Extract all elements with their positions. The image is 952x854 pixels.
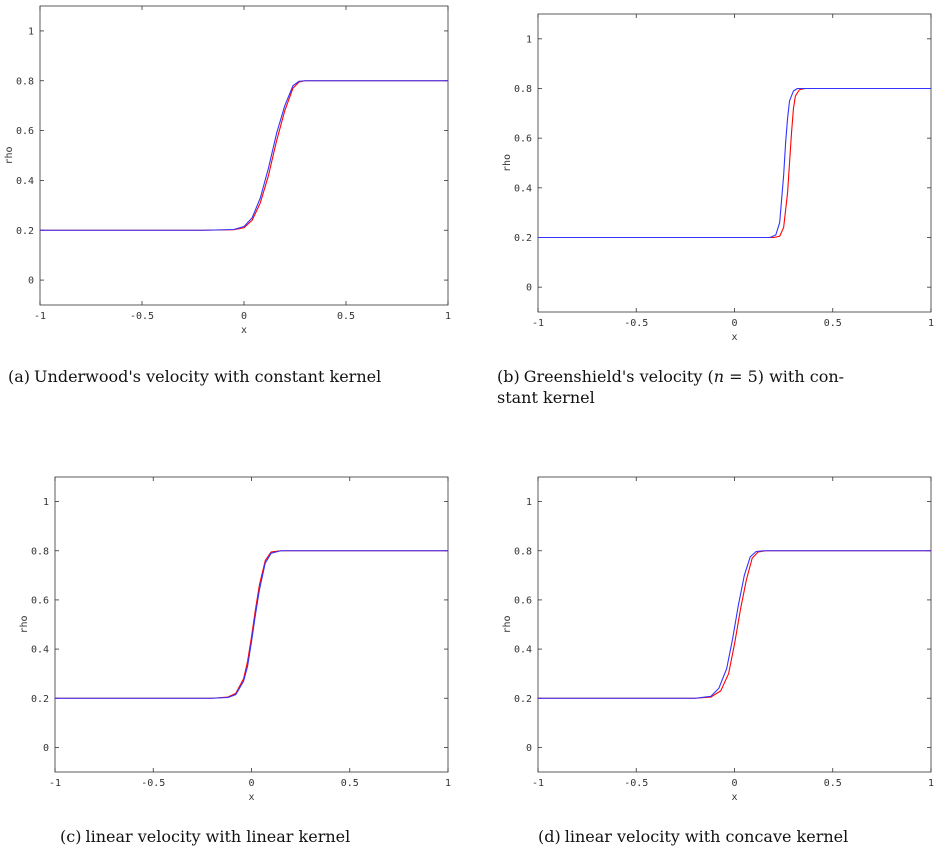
x-tick-label: 0.5 <box>824 318 842 329</box>
y-tick-label: 0 <box>526 743 532 754</box>
chart-panel-c: -1 -0.5 0 0.5 1 0 0.2 0.4 0.6 0.8 1 x rho <box>0 460 460 810</box>
chart-b-svg: -1 -0.5 0 0.5 1 0 0.2 0.4 0.6 0.8 1 x rho <box>502 13 934 343</box>
caption-b-math: n <box>713 367 725 386</box>
series-line-2 <box>54 550 449 699</box>
x-tick-label: 0 <box>731 778 737 789</box>
caption-c: (c) linear velocity with linear kernel <box>60 826 460 847</box>
x-tick-label: -0.5 <box>130 311 154 322</box>
y-tick-label: 0.8 <box>514 546 532 557</box>
x-tick-label: -0.5 <box>141 778 165 789</box>
x-axis-label: x <box>731 792 737 803</box>
y-tick-label: 0.6 <box>514 134 532 145</box>
caption-c-prefix: (c) <box>60 827 82 846</box>
y-tick-label: 0.4 <box>514 183 532 194</box>
y-tick-label: 0.4 <box>16 176 34 187</box>
y-tick-label: 0.2 <box>31 694 49 705</box>
caption-b-text-before: Greenshield's velocity ( <box>523 367 714 386</box>
x-axis-label: x <box>241 325 247 336</box>
plot-frame <box>54 476 449 773</box>
x-axis-label: x <box>731 332 737 343</box>
caption-a-prefix: (a) <box>8 367 31 386</box>
y-tick-label: 0 <box>28 276 34 287</box>
y-tick-label: 1 <box>28 26 34 37</box>
chart-d-svg: -1 -0.5 0 0.5 1 0 0.2 0.4 0.6 0.8 1 x rho <box>502 476 934 803</box>
y-tick-label: 0.4 <box>514 645 532 656</box>
series-line-1 <box>39 80 449 231</box>
x-tick-label: 1 <box>928 318 934 329</box>
chart-panel-a: -1 -0.5 0 0.5 1 0 0.2 0.4 0.6 0.8 1 x rho <box>0 0 460 345</box>
plot-frame <box>537 13 932 313</box>
x-tick-label: 0.5 <box>337 311 355 322</box>
y-tick-label: 1 <box>526 34 532 45</box>
caption-c-text: linear velocity with linear kernel <box>85 827 351 846</box>
series-line-1 <box>537 550 932 699</box>
y-axis-label: rho <box>4 146 15 164</box>
x-tick-label: -1 <box>34 311 46 322</box>
caption-d-prefix: (d) <box>538 827 561 846</box>
series-line-2 <box>537 550 932 699</box>
chart-panel-d: -1 -0.5 0 0.5 1 0 0.2 0.4 0.6 0.8 1 x rho <box>490 460 952 810</box>
x-tick-label: -1 <box>49 778 61 789</box>
caption-b-text-after: = 5) with con- <box>724 367 845 386</box>
plot-frame <box>537 476 932 773</box>
series-line-2 <box>39 80 449 231</box>
y-tick-label: 0.6 <box>514 595 532 606</box>
caption-d: (d) linear velocity with concave kernel <box>538 826 948 847</box>
y-tick-label: 0.2 <box>514 233 532 244</box>
y-tick-label: 1 <box>43 497 49 508</box>
y-tick-label: 0.2 <box>16 226 34 237</box>
x-tick-label: 0 <box>731 318 737 329</box>
y-tick-label: 0.4 <box>31 645 49 656</box>
x-tick-label: 1 <box>445 778 451 789</box>
y-axis-label: rho <box>502 154 513 172</box>
caption-b: (b) Greenshield's velocity (n = 5) with c… <box>497 366 947 408</box>
x-tick-label: 1 <box>445 311 451 322</box>
chart-panel-b: -1 -0.5 0 0.5 1 0 0.2 0.4 0.6 0.8 1 x rho <box>490 0 952 345</box>
caption-a: (a) Underwood's velocity with constant ke… <box>8 366 468 387</box>
caption-b-text-line2: stant kernel <box>497 388 595 407</box>
x-tick-label: 0.5 <box>341 778 359 789</box>
y-axis-label: rho <box>19 615 30 633</box>
y-tick-label: 0.8 <box>514 84 532 95</box>
caption-b-prefix: (b) <box>497 367 520 386</box>
y-tick-label: 0.6 <box>16 126 34 137</box>
y-tick-label: 0 <box>43 743 49 754</box>
caption-d-text: linear velocity with concave kernel <box>564 827 849 846</box>
series-line-2 <box>537 87 932 239</box>
chart-c-svg: -1 -0.5 0 0.5 1 0 0.2 0.4 0.6 0.8 1 x rho <box>19 476 451 803</box>
x-tick-label: -1 <box>532 318 544 329</box>
y-tick-label: 0.8 <box>31 546 49 557</box>
x-tick-label: 0 <box>248 778 254 789</box>
y-axis-label: rho <box>502 615 513 633</box>
x-tick-label: 1 <box>928 778 934 789</box>
x-tick-label: 0 <box>241 311 247 322</box>
x-tick-label: -0.5 <box>624 778 648 789</box>
y-tick-label: 0.6 <box>31 595 49 606</box>
y-tick-label: 0 <box>526 283 532 294</box>
series-line-1 <box>537 87 932 239</box>
x-tick-label: 0.5 <box>824 778 842 789</box>
chart-a-svg: -1 -0.5 0 0.5 1 0 0.2 0.4 0.6 0.8 1 x rho <box>4 5 451 336</box>
series-line-1 <box>54 550 449 699</box>
x-axis-label: x <box>248 792 254 803</box>
y-tick-label: 1 <box>526 497 532 508</box>
plot-frame <box>39 5 449 306</box>
y-tick-label: 0.2 <box>514 694 532 705</box>
caption-a-text: Underwood's velocity with constant kerne… <box>34 367 382 386</box>
y-tick-label: 0.8 <box>16 76 34 87</box>
x-tick-label: -1 <box>532 778 544 789</box>
x-tick-label: -0.5 <box>624 318 648 329</box>
